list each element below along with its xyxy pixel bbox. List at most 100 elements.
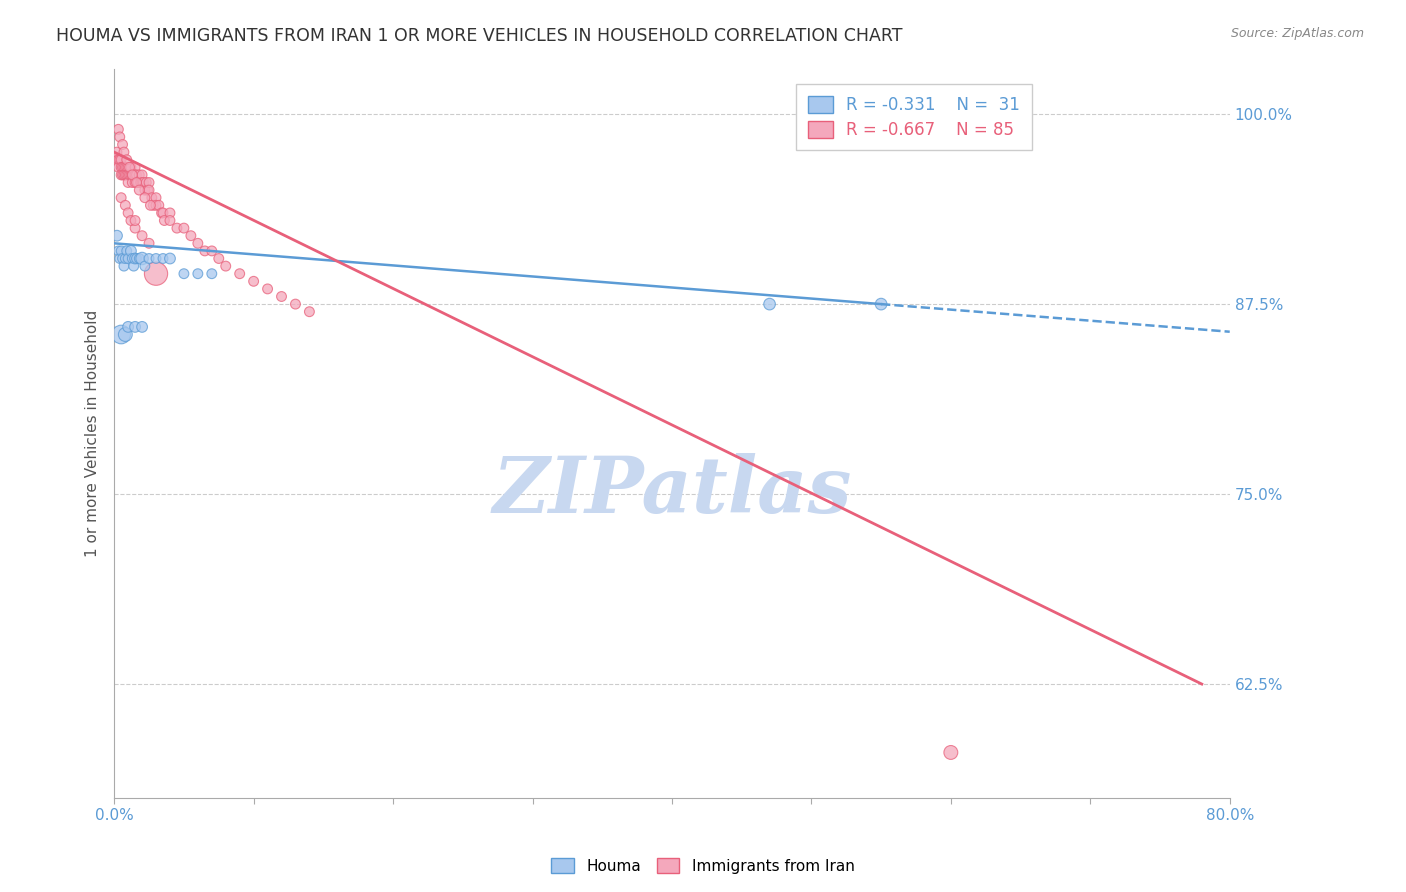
Point (107, 122, 129, 136)
Point (939, 746, 962, 760)
Point (124, 176, 146, 190)
Point (110, 168, 132, 182)
Point (107, 161, 129, 175)
Point (114, 168, 136, 182)
Point (120, 168, 142, 182)
Point (117, 176, 139, 190)
Point (187, 236, 209, 251)
Point (121, 176, 143, 190)
Point (124, 221, 146, 235)
Point (105, 145, 128, 160)
Point (110, 191, 132, 205)
Point (124, 161, 146, 175)
Point (107, 244, 129, 258)
Point (115, 168, 138, 182)
Point (124, 168, 146, 182)
Point (125, 168, 148, 182)
Point (117, 319, 139, 334)
Point (159, 252, 181, 266)
Point (115, 244, 138, 258)
Point (187, 267, 209, 281)
Point (117, 252, 139, 266)
Point (107, 153, 129, 167)
Point (114, 161, 136, 175)
Point (128, 252, 150, 266)
Point (242, 274, 264, 288)
Point (145, 198, 167, 212)
Point (136, 183, 159, 197)
Point (166, 221, 188, 235)
Point (117, 161, 139, 175)
Point (159, 206, 181, 220)
Point (111, 161, 134, 175)
Point (145, 267, 167, 281)
Point (298, 304, 321, 318)
Point (114, 198, 136, 212)
Point (108, 129, 131, 144)
Point (110, 161, 132, 175)
Point (201, 244, 224, 258)
Point (173, 267, 195, 281)
Point (131, 168, 153, 182)
Point (152, 252, 174, 266)
Point (108, 252, 131, 266)
Point (159, 213, 181, 227)
Point (128, 183, 150, 197)
Text: HOUMA VS IMMIGRANTS FROM IRAN 1 OR MORE VEHICLES IN HOUSEHOLD CORRELATION CHART: HOUMA VS IMMIGRANTS FROM IRAN 1 OR MORE … (56, 27, 903, 45)
Point (131, 176, 153, 190)
Point (129, 176, 152, 190)
Point (124, 213, 146, 227)
Point (122, 168, 145, 182)
Point (180, 228, 202, 243)
Point (114, 252, 136, 266)
Text: Source: ZipAtlas.com: Source: ZipAtlas.com (1230, 27, 1364, 40)
Point (270, 289, 292, 303)
Y-axis label: 1 or more Vehicles in Household: 1 or more Vehicles in Household (86, 310, 100, 557)
Point (256, 282, 278, 296)
Point (138, 236, 160, 251)
Legend: R = -0.331    N =  31, R = -0.667    N = 85: R = -0.331 N = 31, R = -0.667 N = 85 (796, 84, 1032, 151)
Point (194, 244, 217, 258)
Point (120, 213, 142, 227)
Point (110, 327, 132, 342)
Point (117, 206, 139, 220)
Point (124, 252, 146, 266)
Point (118, 168, 141, 182)
Point (131, 228, 153, 243)
Point (111, 137, 134, 152)
Point (124, 319, 146, 334)
Point (145, 191, 167, 205)
Point (110, 244, 132, 258)
Point (173, 221, 195, 235)
Point (125, 252, 148, 266)
Point (120, 161, 142, 175)
Point (145, 252, 167, 266)
Point (103, 153, 125, 167)
Point (134, 259, 156, 273)
Point (125, 176, 148, 190)
Point (150, 206, 173, 220)
Point (215, 259, 238, 273)
Point (112, 168, 135, 182)
Point (131, 319, 153, 334)
Point (105, 228, 128, 243)
Point (758, 297, 780, 311)
Point (112, 161, 135, 175)
Point (138, 252, 160, 266)
Point (152, 206, 174, 220)
Point (148, 198, 170, 212)
Point (127, 176, 149, 190)
Point (111, 252, 134, 266)
Text: ZIPatlas: ZIPatlas (492, 453, 852, 530)
Point (121, 168, 143, 182)
Point (115, 161, 138, 175)
Point (132, 176, 155, 190)
Point (128, 168, 150, 182)
Point (870, 297, 893, 311)
Point (121, 168, 143, 182)
Point (118, 161, 141, 175)
Point (228, 267, 250, 281)
Point (153, 213, 176, 227)
Point (117, 168, 139, 182)
Point (114, 327, 136, 342)
